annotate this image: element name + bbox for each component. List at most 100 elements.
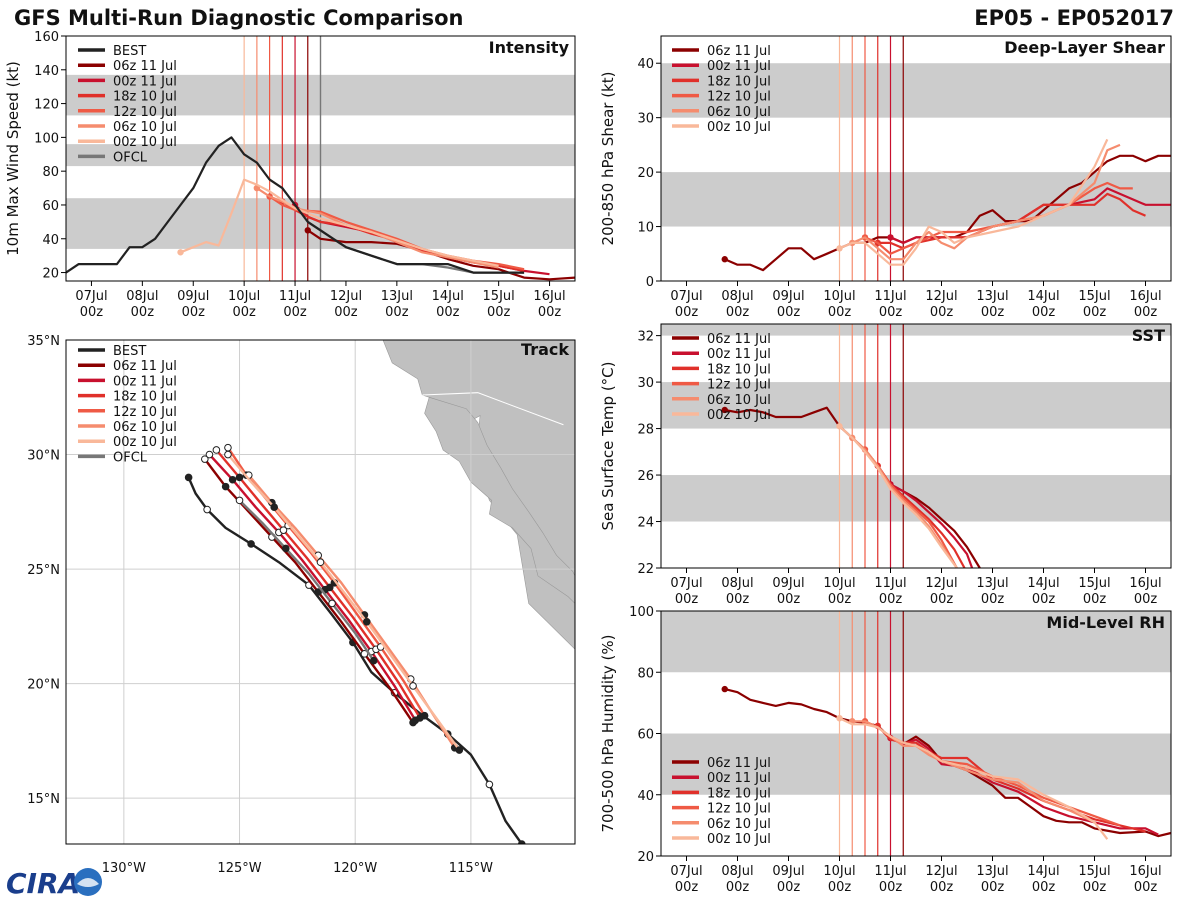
panel-title: Deep-Layer Shear: [1004, 38, 1165, 57]
x-tick-label: 10Jul: [823, 576, 855, 591]
y-tick-label: 25°N: [27, 563, 60, 578]
legend-label-06z-11-jul: 06z 11 Jul: [707, 756, 771, 771]
track-point-00z-11-jul: [205, 450, 214, 459]
legend-label-06z-11-jul: 06z 11 Jul: [707, 332, 771, 347]
x-tick-label: 130°W: [102, 861, 146, 876]
x-tick-label: 16Jul: [1129, 289, 1161, 304]
panel-title: Intensity: [489, 38, 570, 57]
y-tick-label: 0: [646, 275, 654, 290]
track-line-18z-10-jul: [215, 449, 422, 719]
legend-label-00z-10-jul: 00z 10 Jul: [707, 832, 771, 847]
x-tick-label: 08Jul: [721, 289, 753, 304]
x-tick-sublabel: 00z: [334, 305, 358, 320]
x-tick-label: 115°W: [449, 861, 493, 876]
x-tick-label: 07Jul: [670, 576, 702, 591]
x-tick-label: 10Jul: [823, 864, 855, 879]
x-tick-label: 11Jul: [279, 289, 311, 304]
x-tick-sublabel: 00z: [283, 305, 307, 320]
legend-label-ofcl: OFCL: [113, 150, 148, 165]
legend-label-12z-10-jul: 12z 10 Jul: [707, 90, 771, 105]
series-line-00z-10-jul: [838, 425, 958, 569]
legend-label-18z-10-jul: 18z 10 Jul: [707, 74, 771, 89]
legend-label-06z-11-jul: 06z 11 Jul: [707, 44, 771, 59]
x-tick-sublabel: 00z: [1083, 880, 1107, 895]
track-point-06z-11-jul: [201, 455, 209, 463]
x-tick-label: 12Jul: [925, 289, 957, 304]
legend-label-18z-10-jul: 18z 10 Jul: [113, 90, 177, 105]
y-tick-label: 28: [637, 423, 654, 438]
y-tick-label: 140: [34, 64, 59, 79]
x-tick-label: 16Jul: [1129, 576, 1161, 591]
y-tick-label: 30: [637, 376, 654, 391]
x-tick-label: 125°W: [217, 861, 261, 876]
x-tick-sublabel: 00z: [1134, 880, 1158, 895]
x-tick-sublabel: 00z: [828, 880, 852, 895]
track-point-18z-10-jul: [279, 526, 288, 534]
mainland-landmass: [382, 340, 575, 650]
plot-frame: [65, 35, 576, 282]
x-tick-label: 120°W: [333, 861, 377, 876]
panel-title: Mid-Level RH: [1046, 613, 1165, 632]
y-axis-label: 10m Max Wind Speed (kt): [4, 61, 22, 256]
track-line-00z-10-jul: [227, 453, 461, 751]
x-tick-sublabel: 00z: [726, 305, 750, 320]
x-tick-label: 13Jul: [976, 864, 1008, 879]
series-line-06z-10-jul: [851, 143, 1121, 261]
track-point-00z-10-jul: [362, 617, 371, 626]
series-line-best: [65, 136, 525, 274]
track-point-00z-10-jul: [224, 450, 232, 459]
cira-logo-text: CIRA: [6, 867, 80, 900]
series-start-marker-00z-10-jul: [836, 245, 843, 252]
plot-frame: [65, 339, 576, 845]
band-1: [661, 611, 1171, 673]
legend-label-12z-10-jul: 12z 10 Jul: [113, 405, 177, 420]
x-tick-sublabel: 00z: [777, 880, 801, 895]
y-tick-label: 20: [637, 166, 654, 181]
x-tick-label: 10Jul: [823, 289, 855, 304]
y-tick-label: 40: [42, 233, 59, 248]
x-tick-sublabel: 00z: [385, 305, 409, 320]
x-tick-label: 16Jul: [1129, 864, 1161, 879]
track-point-best: [485, 780, 494, 789]
legend-label-06z-10-jul: 06z 10 Jul: [113, 120, 177, 135]
x-tick-label: 08Jul: [721, 864, 753, 879]
track-point-06z-11-jul: [314, 588, 322, 596]
legend-label-06z-10-jul: 06z 10 Jul: [707, 393, 771, 408]
legend-label-00z-10-jul: 00z 10 Jul: [707, 120, 771, 135]
x-tick-label: 07Jul: [670, 864, 702, 879]
track-point-best: [184, 473, 193, 482]
x-tick-sublabel: 00z: [232, 305, 256, 320]
x-tick-sublabel: 00z: [80, 305, 104, 320]
legend-label-best: BEST: [113, 344, 146, 359]
x-tick-sublabel: 00z: [1083, 305, 1107, 320]
y-axis-label: 200-850 hPa Shear (kt): [599, 72, 617, 246]
x-tick-sublabel: 00z: [828, 305, 852, 320]
y-tick-label: 10: [637, 221, 654, 236]
x-tick-sublabel: 00z: [726, 592, 750, 607]
x-tick-label: 15Jul: [1078, 576, 1110, 591]
x-tick-label: 10Jul: [228, 289, 260, 304]
legend-label-00z-10-jul: 00z 10 Jul: [113, 135, 177, 150]
x-tick-sublabel: 00z: [1032, 880, 1056, 895]
rh-panel: 2040608010007Jul00z08Jul00z09Jul00z10Jul…: [599, 605, 1172, 895]
x-tick-sublabel: 00z: [981, 592, 1005, 607]
x-tick-sublabel: 00z: [879, 592, 903, 607]
x-tick-sublabel: 00z: [930, 305, 954, 320]
track-point-00z-10-jul: [409, 682, 417, 690]
legend-label-18z-10-jul: 18z 10 Jul: [707, 362, 771, 377]
y-tick-label: 20°N: [27, 678, 60, 693]
y-tick-label: 24: [637, 516, 654, 531]
x-tick-sublabel: 00z: [436, 305, 460, 320]
x-tick-label: 15Jul: [483, 289, 515, 304]
legend-label-18z-10-jul: 18z 10 Jul: [707, 786, 771, 801]
x-tick-sublabel: 00z: [182, 305, 206, 320]
track-point-best: [203, 505, 211, 514]
series-line-00z-11-jul: [890, 737, 1159, 836]
x-tick-label: 09Jul: [772, 576, 804, 591]
y-axis-label: Sea Surface Temp (°C): [599, 361, 617, 530]
track-point-best: [517, 840, 526, 844]
x-tick-sublabel: 00z: [1032, 592, 1056, 607]
y-tick-label: 26: [637, 469, 654, 484]
track-point-18z-10-jul: [212, 446, 221, 454]
y-tick-label: 22: [637, 562, 654, 577]
